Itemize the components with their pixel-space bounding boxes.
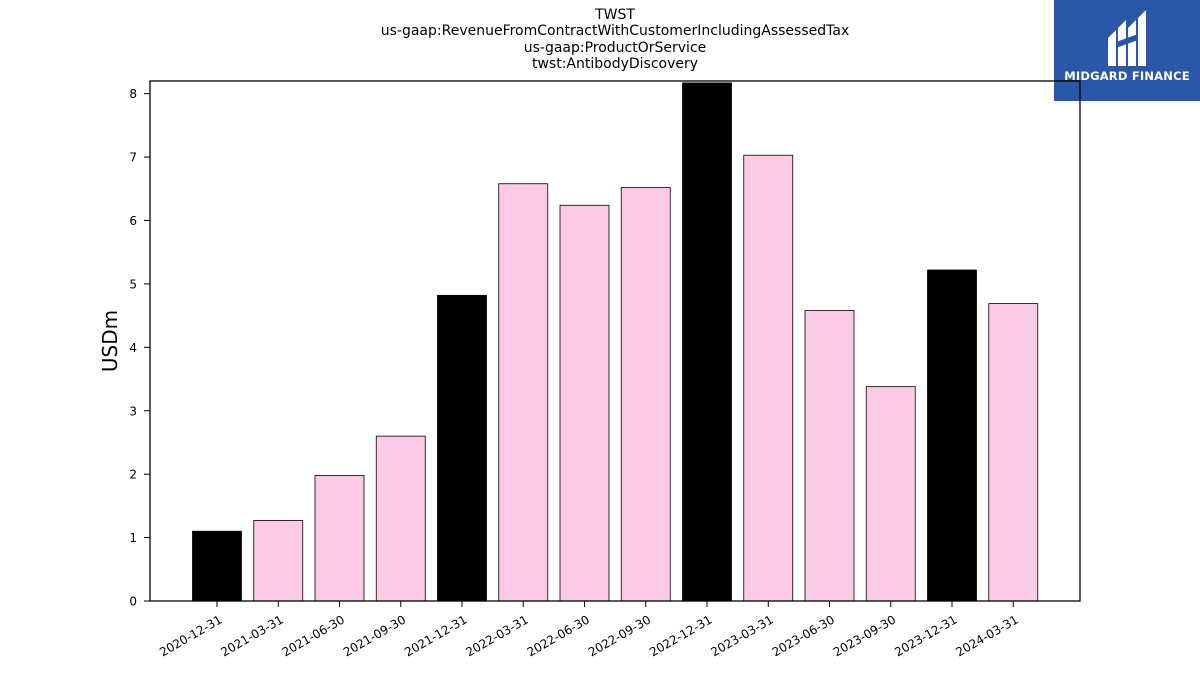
bar-2023-03-31 bbox=[743, 154, 794, 602]
x-tick-label: 2020-12-31 bbox=[157, 612, 224, 659]
x-tick-label: 2021-09-30 bbox=[341, 612, 408, 659]
x-tick-label: 2023-06-30 bbox=[770, 612, 837, 659]
bar-2024-03-31 bbox=[988, 303, 1039, 602]
y-tick-label: 4 bbox=[129, 341, 137, 355]
y-tick-label: 6 bbox=[129, 214, 137, 228]
chart-title-line-4: twst:AntibodyDiscovery bbox=[531, 55, 699, 72]
y-tick-label: 5 bbox=[129, 277, 137, 291]
bar-2021-06-30 bbox=[314, 475, 365, 602]
x-tick-label: 2021-03-31 bbox=[218, 612, 285, 659]
bar-2022-03-31 bbox=[498, 183, 549, 602]
x-tick-label: 2021-12-31 bbox=[402, 612, 469, 659]
x-tick-label: 2023-03-31 bbox=[708, 612, 775, 659]
x-tick-label: 2022-06-30 bbox=[525, 612, 592, 659]
x-ticks-group: 2020-12-312021-03-312021-06-302021-09-30… bbox=[157, 601, 1021, 659]
logo-text: MIDGARD FINANCE bbox=[1064, 69, 1190, 83]
x-tick-label: 2021-06-30 bbox=[280, 612, 347, 659]
chart-title-line-2: us-gaap:RevenueFromContractWithCustomerI… bbox=[380, 23, 850, 40]
plot-frame bbox=[149, 80, 1081, 602]
y-tick-label: 1 bbox=[129, 531, 137, 545]
x-tick-label: 2024-03-31 bbox=[953, 612, 1020, 659]
bar-2023-06-30 bbox=[804, 310, 855, 602]
bar-2021-03-31 bbox=[253, 520, 304, 602]
x-tick-label: 2022-12-31 bbox=[647, 612, 714, 659]
y-axis-label: USDm bbox=[98, 310, 122, 372]
bar-2023-12-31 bbox=[927, 269, 977, 602]
chart-title: TWST us-gaap:RevenueFromContractWithCust… bbox=[150, 7, 1080, 72]
bar-2023-09-30 bbox=[865, 386, 916, 602]
bar-2022-12-31 bbox=[682, 82, 732, 602]
x-tick-label: 2023-09-30 bbox=[831, 612, 898, 659]
y-tick-label: 3 bbox=[129, 404, 137, 418]
midgard-logo-icon bbox=[1108, 10, 1146, 66]
x-tick-label: 2023-12-31 bbox=[892, 612, 959, 659]
x-tick-label: 2022-09-30 bbox=[586, 612, 653, 659]
chart-title-line-3: us-gaap:ProductOrService bbox=[523, 39, 707, 56]
chart-title-line-1: TWST bbox=[595, 7, 635, 23]
y-tick-label: 0 bbox=[129, 595, 137, 609]
bar-2021-09-30 bbox=[375, 435, 426, 602]
bar-2022-09-30 bbox=[620, 187, 671, 602]
y-tick-label: 7 bbox=[129, 151, 137, 165]
bar-2022-06-30 bbox=[559, 204, 610, 602]
y-ticks-group: 0 1 2 3 4 5 6 7 8 bbox=[129, 87, 150, 609]
bars-group bbox=[192, 82, 1039, 602]
midgard-finance-logo: MIDGARD FINANCE bbox=[1054, 0, 1200, 101]
y-tick-label: 2 bbox=[129, 468, 137, 482]
y-tick-label: 8 bbox=[129, 87, 137, 101]
x-tick-label: 2022-03-31 bbox=[463, 612, 530, 659]
bar-2021-12-31 bbox=[437, 294, 487, 602]
bar-2020-12-31 bbox=[192, 530, 242, 602]
